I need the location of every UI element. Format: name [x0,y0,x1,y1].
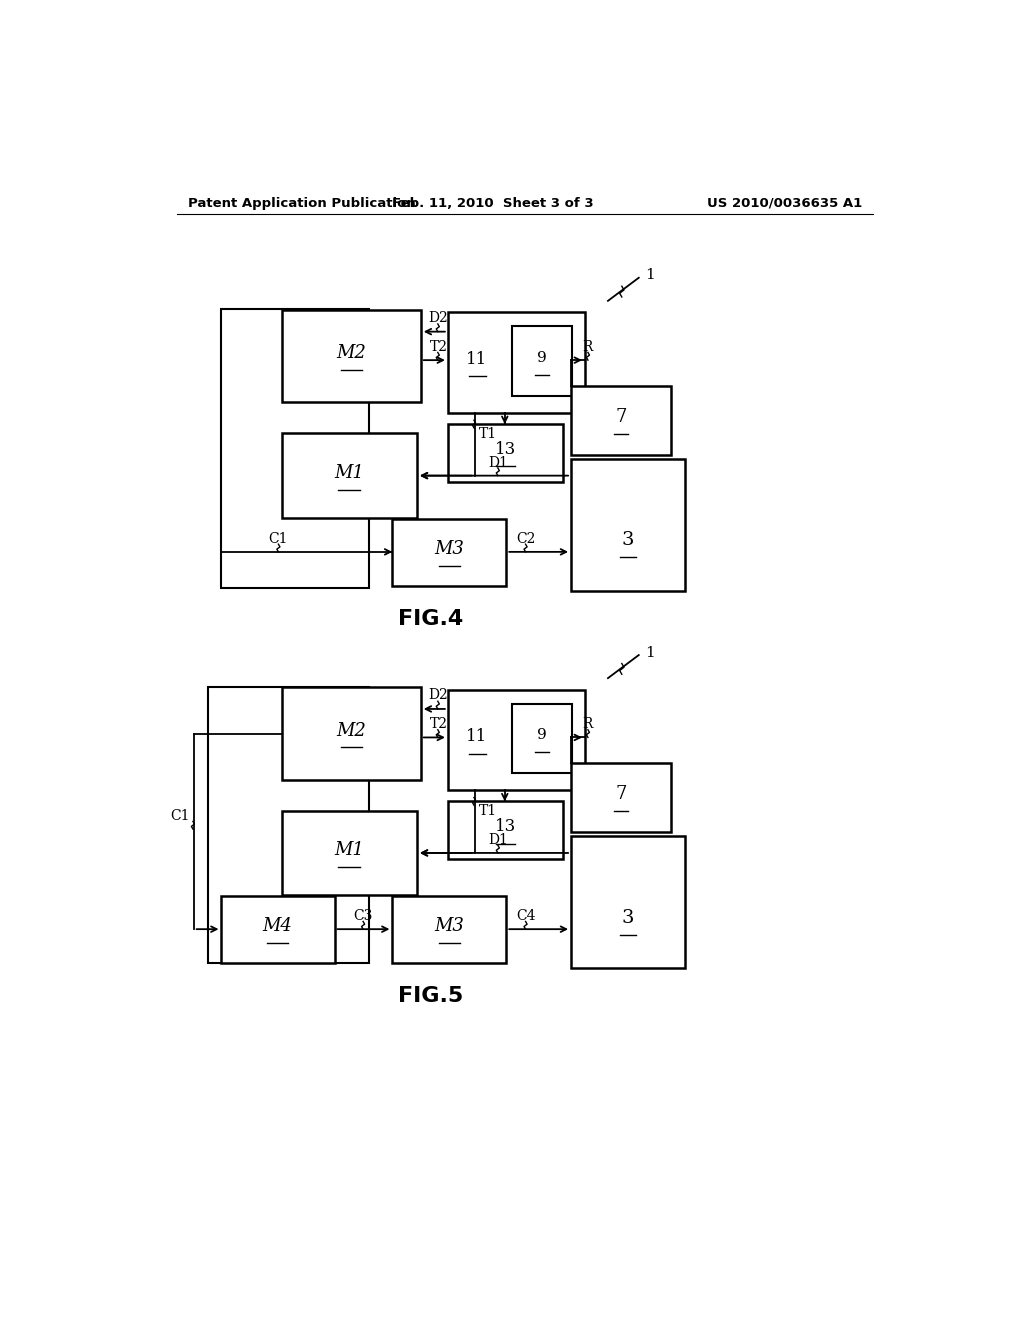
Text: M1: M1 [334,841,365,859]
Bar [571,385,671,455]
Bar [571,459,685,591]
Text: T1: T1 [478,804,497,818]
Text: R: R [583,341,593,354]
Bar [392,519,506,586]
Text: D2: D2 [428,310,447,325]
Text: 7: 7 [615,408,627,426]
Bar [512,326,571,396]
Text: C1: C1 [170,809,189,822]
Text: 9: 9 [537,729,547,742]
Text: M3: M3 [434,917,464,935]
Text: R: R [583,717,593,731]
Text: D2: D2 [428,688,447,702]
Text: Patent Application Publication: Patent Application Publication [188,197,416,210]
Bar [447,313,585,412]
Text: 1: 1 [645,645,654,660]
Text: C4: C4 [516,909,536,923]
Text: US 2010/0036635 A1: US 2010/0036635 A1 [707,197,862,210]
Text: Feb. 11, 2010  Sheet 3 of 3: Feb. 11, 2010 Sheet 3 of 3 [391,197,593,210]
Bar [447,424,563,482]
Text: D1: D1 [487,455,508,470]
Text: C1: C1 [268,532,288,545]
Bar [512,704,571,774]
Text: 13: 13 [495,818,516,836]
Bar [283,310,421,403]
Text: C3: C3 [353,909,373,923]
Text: 9: 9 [537,351,547,364]
Bar [571,763,671,832]
Text: 7: 7 [615,785,627,804]
Text: FIG.5: FIG.5 [398,986,464,1006]
Bar [283,433,417,517]
Bar [221,896,335,964]
Text: T2: T2 [430,717,449,731]
Text: 3: 3 [622,908,634,927]
Text: T2: T2 [430,341,449,354]
Text: C2: C2 [516,532,536,545]
Text: 3: 3 [622,532,634,549]
Text: 1: 1 [645,268,654,282]
Bar [283,688,421,780]
Text: M4: M4 [263,917,293,935]
Text: 11: 11 [467,729,487,746]
Text: M3: M3 [434,540,464,558]
Bar [221,309,370,589]
Bar [571,836,685,969]
Text: 11: 11 [467,351,487,368]
Text: 13: 13 [495,441,516,458]
Text: D1: D1 [487,833,508,847]
Bar [283,810,417,895]
Text: T1: T1 [478,428,497,441]
Text: M2: M2 [337,345,367,362]
Text: M1: M1 [334,463,365,482]
Bar [447,689,585,789]
Bar [392,896,506,964]
Text: FIG.4: FIG.4 [398,609,464,628]
Bar [208,688,370,964]
Text: M2: M2 [337,722,367,739]
Bar [447,801,563,859]
